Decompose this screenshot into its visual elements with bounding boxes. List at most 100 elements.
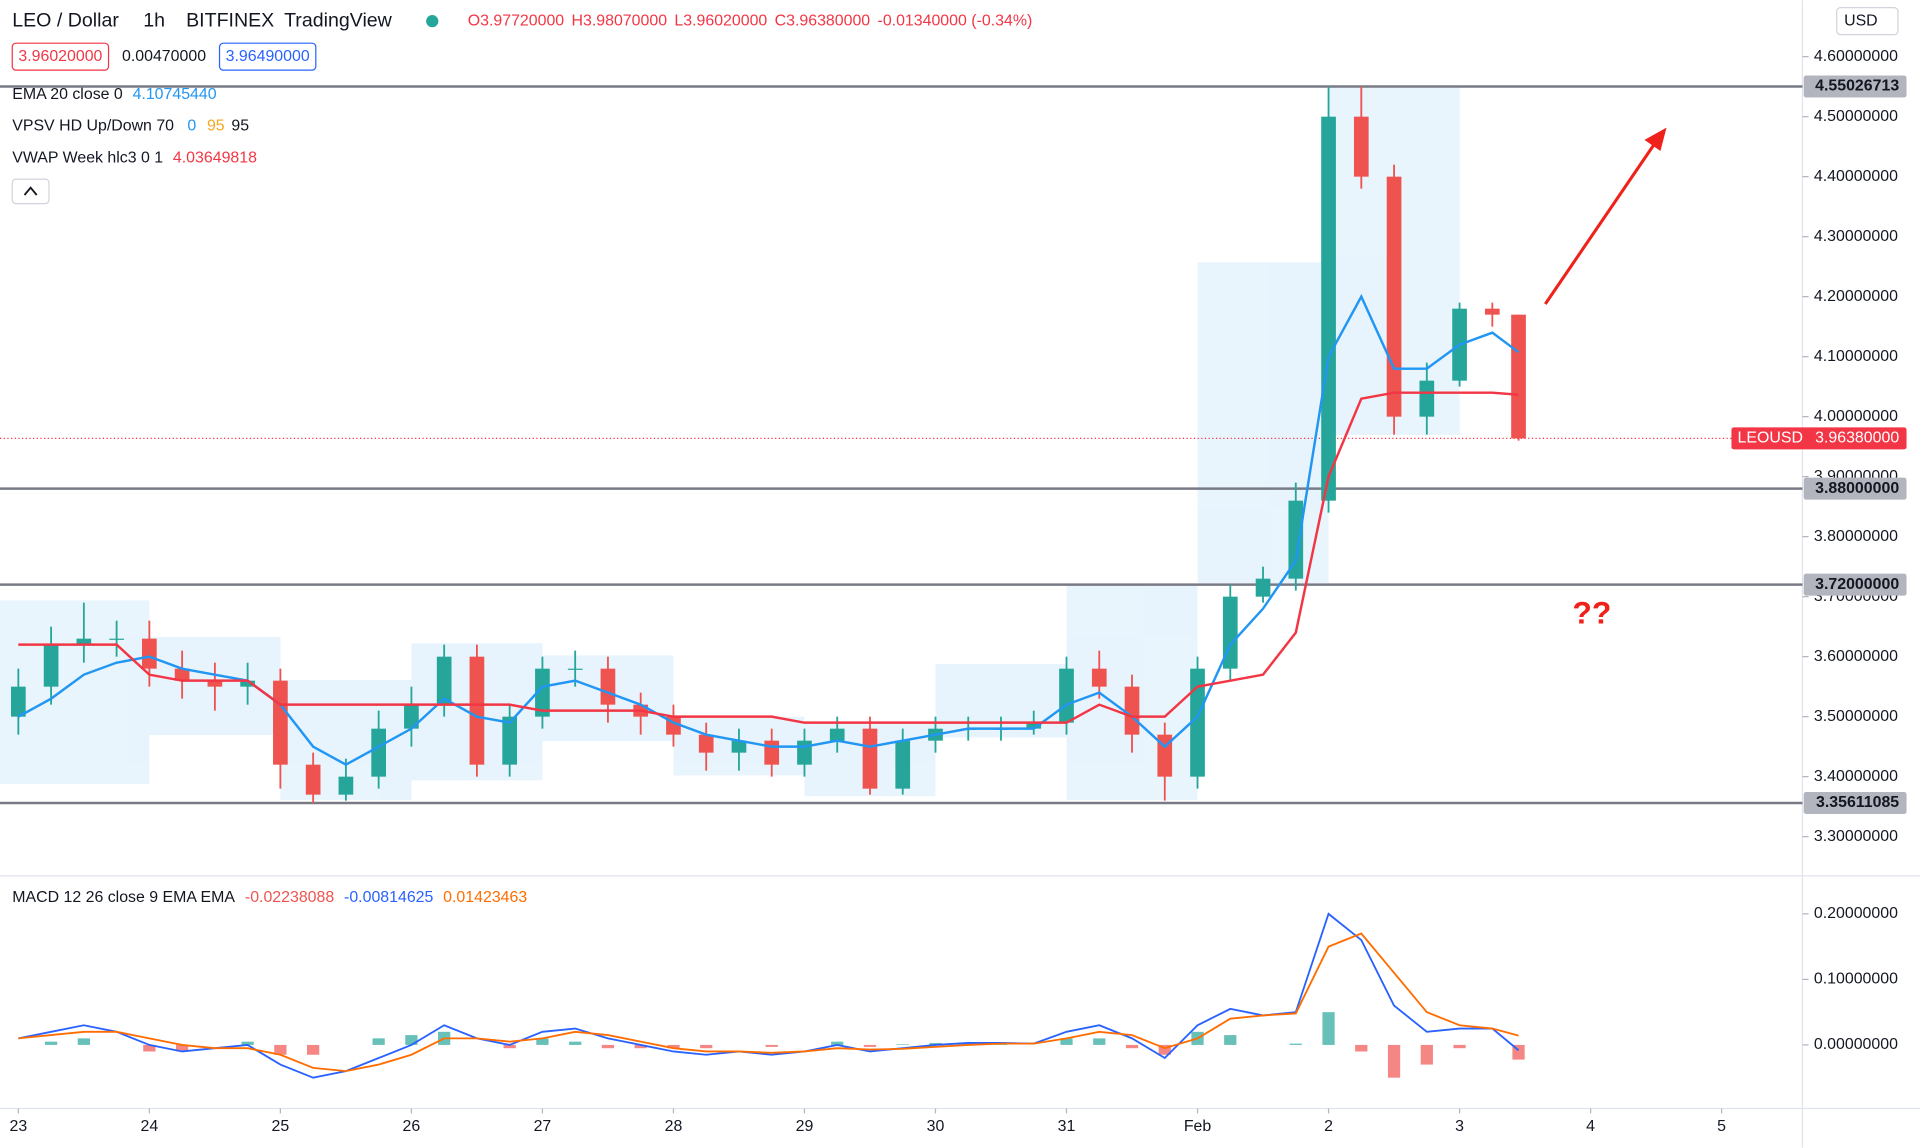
candle-body bbox=[1190, 668, 1205, 777]
x-tick-label: 31 bbox=[1058, 1118, 1076, 1135]
vpsv-param: 95 bbox=[207, 118, 225, 135]
candle bbox=[207, 662, 223, 711]
candle-body bbox=[207, 680, 223, 687]
currency[interactable]: USD bbox=[1844, 12, 1878, 29]
macd-bar bbox=[1322, 1012, 1335, 1045]
level-label: 3.35611085 bbox=[1816, 794, 1899, 811]
legend-label: EMA 20 close 0 bbox=[12, 86, 123, 103]
profile-box bbox=[1197, 262, 1329, 584]
macd-bar bbox=[634, 1044, 647, 1049]
macd-bar bbox=[1420, 1044, 1433, 1065]
macd-bar bbox=[929, 1042, 942, 1045]
candle bbox=[76, 602, 92, 663]
x-tick-label: 30 bbox=[927, 1118, 945, 1135]
x-tick-label: Feb bbox=[1184, 1118, 1212, 1135]
candle-body bbox=[305, 764, 321, 795]
quote-box bbox=[115, 43, 213, 71]
macd-bar bbox=[536, 1038, 549, 1045]
y-tick-label: 4.60000000 bbox=[1814, 48, 1898, 65]
macd-bar bbox=[143, 1044, 156, 1052]
y-tick-label: 4.00000000 bbox=[1814, 408, 1898, 425]
ohlc-value: -0.01340000 (-0.34%) bbox=[878, 12, 1033, 29]
ohlc-value: C3.96380000 bbox=[775, 12, 871, 29]
candle bbox=[731, 728, 747, 771]
quote: 3.96020000 bbox=[11, 42, 110, 71]
brand: TradingView bbox=[284, 9, 393, 31]
ohlc-value: O3.97720000 bbox=[468, 12, 565, 29]
macd-bar bbox=[962, 1042, 975, 1045]
y2-tick-label: 0.20000000 bbox=[1814, 905, 1898, 922]
candle-body bbox=[1419, 380, 1435, 417]
macd-bar bbox=[175, 1044, 189, 1052]
macd-bar bbox=[831, 1041, 844, 1045]
last-price-label: 3.96380000 bbox=[1815, 430, 1899, 447]
candle bbox=[1386, 164, 1402, 435]
macd-bar bbox=[765, 1044, 778, 1047]
y-tick-label: 3.30000000 bbox=[1814, 828, 1898, 845]
candle-body bbox=[1124, 686, 1140, 735]
candle-body bbox=[502, 716, 518, 765]
candle-body bbox=[535, 668, 550, 717]
collapse-button[interactable] bbox=[11, 178, 50, 205]
candle-body bbox=[797, 740, 812, 765]
y2-tick-label: 0.00000000 bbox=[1814, 1036, 1898, 1053]
candle-body bbox=[436, 656, 452, 705]
candle-body bbox=[43, 644, 59, 687]
x-tick-label: 27 bbox=[534, 1118, 552, 1135]
candle bbox=[371, 710, 386, 789]
candle-body bbox=[862, 728, 878, 789]
legend-value: 4.03649818 bbox=[173, 149, 257, 166]
candle-body bbox=[1386, 176, 1402, 417]
candle bbox=[240, 662, 255, 705]
macd-bar bbox=[863, 1044, 877, 1047]
candle-body bbox=[829, 728, 845, 741]
vpsv-param: 95 bbox=[231, 118, 249, 135]
candle-body bbox=[174, 668, 190, 681]
level-label: 4.55026713 bbox=[1815, 78, 1899, 95]
x-tick-label: 2 bbox=[1324, 1118, 1333, 1135]
candle-body bbox=[404, 704, 419, 729]
y2-tick-label: 0.10000000 bbox=[1814, 971, 1898, 988]
candle bbox=[535, 656, 550, 729]
candle bbox=[43, 626, 59, 705]
macd-bar bbox=[503, 1044, 516, 1049]
macd-bar bbox=[44, 1041, 58, 1045]
macd-bar bbox=[405, 1035, 418, 1045]
ohlc-value: L3.96020000 bbox=[674, 12, 767, 29]
macd-bar bbox=[241, 1041, 254, 1045]
candle bbox=[502, 704, 518, 777]
candle-body bbox=[567, 668, 583, 670]
candle-body bbox=[1353, 116, 1369, 177]
candle-body bbox=[1321, 116, 1336, 501]
x-tick-label: 23 bbox=[9, 1118, 27, 1135]
level-label: 3.88000000 bbox=[1815, 480, 1899, 497]
arrow bbox=[1544, 141, 1657, 305]
macd-bar bbox=[1125, 1044, 1139, 1049]
last-price-box bbox=[1731, 427, 1907, 450]
level-label-box bbox=[1803, 573, 1907, 596]
candle bbox=[10, 668, 26, 735]
y-tick-label: 4.20000000 bbox=[1814, 288, 1898, 305]
macd-bar bbox=[307, 1044, 320, 1055]
quote-value: 3.96490000 bbox=[226, 48, 310, 65]
candle bbox=[305, 752, 321, 804]
x-tick-label: 3 bbox=[1455, 1118, 1464, 1135]
candle bbox=[1511, 314, 1526, 441]
macd-bar bbox=[1060, 1038, 1073, 1045]
macd-bar bbox=[372, 1038, 385, 1045]
macd-bar bbox=[700, 1044, 713, 1049]
candle bbox=[1288, 482, 1304, 591]
macd-bar bbox=[667, 1044, 680, 1049]
currency-button[interactable] bbox=[1836, 7, 1899, 36]
macd-bar bbox=[601, 1044, 615, 1049]
candle bbox=[1157, 722, 1173, 801]
legend-label: VWAP Week hlc3 0 1 bbox=[12, 149, 163, 166]
legend-value: 4.10745440 bbox=[133, 86, 217, 103]
quote-value: 0.00470000 bbox=[122, 48, 206, 65]
candle-body bbox=[1288, 500, 1304, 579]
macd-bar bbox=[1387, 1044, 1401, 1078]
level-label: 3.72000000 bbox=[1815, 576, 1899, 593]
macd-value: -0.02238088 bbox=[245, 889, 334, 906]
candle bbox=[1255, 566, 1271, 603]
